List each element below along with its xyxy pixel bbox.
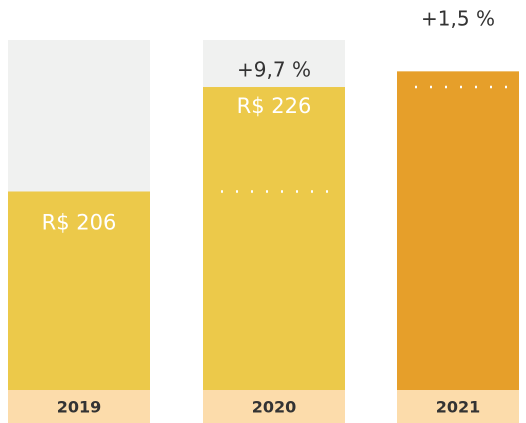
- x-tick-label: 2019: [57, 398, 102, 417]
- bar: [397, 71, 519, 390]
- x-tick-label: 2020: [252, 398, 297, 417]
- change-label: +9,7 %: [237, 58, 311, 82]
- bar: [8, 191, 150, 390]
- category-band: [203, 390, 345, 423]
- x-tick-label: 2021: [436, 398, 481, 417]
- value-label: R$ 226: [237, 94, 312, 118]
- bar: [203, 87, 345, 390]
- value-label: R$ 229: [405, 43, 510, 74]
- change-label: +1,5 %: [421, 7, 495, 31]
- category-band: [397, 390, 519, 423]
- category-band: [8, 390, 150, 423]
- value-label: R$ 206: [42, 210, 117, 234]
